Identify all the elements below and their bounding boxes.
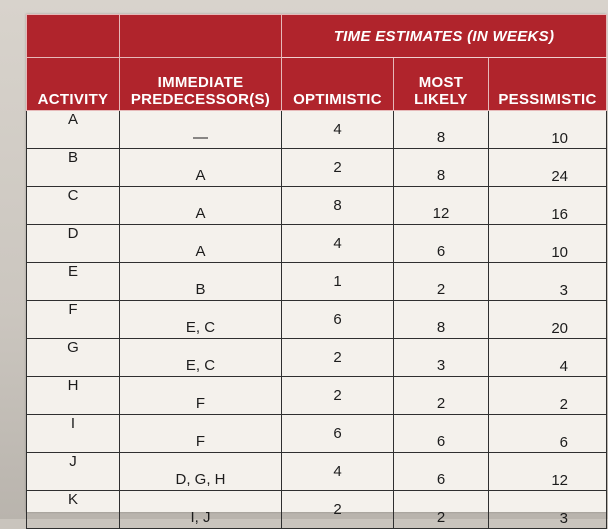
pessimistic-cell: 3 <box>488 262 607 301</box>
pessimistic-cell: 2 <box>488 376 607 415</box>
header-row-group: TIME ESTIMATES (IN WEEKS) <box>26 14 607 58</box>
predecessor-cell: E, C <box>119 338 282 377</box>
most-likely-cell: 6 <box>393 224 489 263</box>
activity-cell: H <box>26 376 120 415</box>
time-estimates-group-header: TIME ESTIMATES (IN WEEKS) <box>281 14 607 58</box>
time-estimates-table-container: TIME ESTIMATES (IN WEEKS) ACTIVITY IMMED… <box>26 14 607 529</box>
optimistic-cell: 2 <box>281 490 394 529</box>
header-row-columns: ACTIVITY IMMEDIATE PREDECESSOR(S) OPTIMI… <box>26 57 607 111</box>
table-row: E B 1 2 3 <box>26 262 607 301</box>
activity-cell: D <box>26 224 120 263</box>
activity-cell: B <box>26 148 120 187</box>
activity-cell: C <box>26 186 120 225</box>
column-header-pessimistic: PESSIMISTIC <box>488 57 607 111</box>
predecessor-cell: A <box>119 148 282 187</box>
optimistic-cell: 4 <box>281 452 394 491</box>
activity-header-label: ACTIVITY <box>37 91 109 108</box>
column-header-predecessors: IMMEDIATE PREDECESSOR(S) <box>119 57 282 111</box>
most-likely-cell: 2 <box>393 262 489 301</box>
pessimistic-cell: 10 <box>488 110 607 149</box>
table-row: B A 2 8 24 <box>26 148 607 187</box>
table-header: TIME ESTIMATES (IN WEEKS) ACTIVITY IMMED… <box>26 14 607 111</box>
table-row: J D, G, H 4 6 12 <box>26 452 607 491</box>
pessimistic-cell: 10 <box>488 224 607 263</box>
optimistic-cell: 2 <box>281 338 394 377</box>
most-likely-cell: 12 <box>393 186 489 225</box>
table-row: C A 8 12 16 <box>26 186 607 225</box>
optimistic-cell: 6 <box>281 300 394 339</box>
table-row: K I, J 2 2 3 <box>26 490 607 529</box>
most-likely-cell: 8 <box>393 300 489 339</box>
pessimistic-cell: 16 <box>488 186 607 225</box>
header-blank-activity <box>26 14 120 58</box>
most-likely-cell: 8 <box>393 110 489 149</box>
most-likely-header-line1: MOST <box>418 74 464 91</box>
most-likely-cell: 2 <box>393 376 489 415</box>
pessimistic-cell: 24 <box>488 148 607 187</box>
most-likely-header-line2: LIKELY <box>414 91 468 108</box>
most-likely-cell: 6 <box>393 414 489 453</box>
predecessor-cell: F <box>119 376 282 415</box>
optimistic-cell: 8 <box>281 186 394 225</box>
activity-cell: K <box>26 490 120 529</box>
column-header-optimistic: OPTIMISTIC <box>281 57 394 111</box>
predecessor-cell: I, J <box>119 490 282 529</box>
pessimistic-cell: 3 <box>488 490 607 529</box>
optimistic-cell: 4 <box>281 110 394 149</box>
predecessor-cell: E, C <box>119 300 282 339</box>
activity-cell: E <box>26 262 120 301</box>
pessimistic-cell: 4 <box>488 338 607 377</box>
column-header-most-likely: MOST LIKELY <box>393 57 489 111</box>
table-row: G E, C 2 3 4 <box>26 338 607 377</box>
table-row: F E, C 6 8 20 <box>26 300 607 339</box>
most-likely-cell: 3 <box>393 338 489 377</box>
activity-cell: A <box>26 110 120 149</box>
predecessor-cell: A <box>119 224 282 263</box>
predecessor-cell: D, G, H <box>119 452 282 491</box>
header-blank-predecessor <box>119 14 282 58</box>
pessimistic-cell: 20 <box>488 300 607 339</box>
table-row: I F 6 6 6 <box>26 414 607 453</box>
time-estimates-table: TIME ESTIMATES (IN WEEKS) ACTIVITY IMMED… <box>26 14 607 529</box>
predecessor-cell: B <box>119 262 282 301</box>
activity-cell: J <box>26 452 120 491</box>
optimistic-cell: 2 <box>281 376 394 415</box>
most-likely-cell: 6 <box>393 452 489 491</box>
optimistic-cell: 4 <box>281 224 394 263</box>
predecessor-cell: F <box>119 414 282 453</box>
predecessor-header-line1: IMMEDIATE <box>157 74 244 91</box>
predecessor-cell: — <box>119 110 282 149</box>
pessimistic-cell: 6 <box>488 414 607 453</box>
most-likely-cell: 2 <box>393 490 489 529</box>
optimistic-cell: 2 <box>281 148 394 187</box>
predecessor-cell: A <box>119 186 282 225</box>
optimistic-cell: 1 <box>281 262 394 301</box>
table-row: D A 4 6 10 <box>26 224 607 263</box>
activity-cell: G <box>26 338 120 377</box>
optimistic-header-label: OPTIMISTIC <box>293 91 382 108</box>
most-likely-cell: 8 <box>393 148 489 187</box>
table-row: A — 4 8 10 <box>26 110 607 149</box>
table-body: A — 4 8 10 B A 2 8 24 C A 8 12 <box>26 110 607 529</box>
activity-cell: F <box>26 300 120 339</box>
column-header-activity: ACTIVITY <box>26 57 120 111</box>
optimistic-cell: 6 <box>281 414 394 453</box>
predecessor-header-line2: PREDECESSOR(S) <box>130 91 271 108</box>
pessimistic-header-label: PESSIMISTIC <box>498 91 597 108</box>
pessimistic-cell: 12 <box>488 452 607 491</box>
table-row: H F 2 2 2 <box>26 376 607 415</box>
activity-cell: I <box>26 414 120 453</box>
